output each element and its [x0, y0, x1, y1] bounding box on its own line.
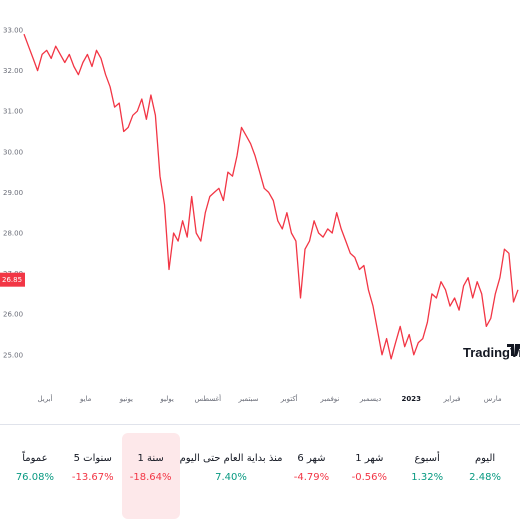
period-change-value: -13.67% [71, 472, 114, 483]
period-label: منذ بداية العام حتى اليوم [179, 453, 283, 464]
period-change-value: -4.79% [293, 472, 330, 483]
period-label: 1 شهر [355, 453, 384, 464]
period-label: عموماً [22, 453, 48, 464]
last-price-label: 26.85 [0, 272, 25, 287]
x-tick-label: ديسمبر [359, 395, 381, 403]
y-tick-label: 28.00 [3, 230, 23, 238]
x-tick-label: سبتمبر [237, 395, 258, 403]
y-tick-label: 31.00 [3, 108, 23, 116]
last-price-text: 26.85 [2, 276, 22, 284]
period-label: 6 شهر [297, 453, 326, 464]
period-0[interactable]: اليوم 2.48% [456, 433, 514, 519]
period-change-value: 7.40% [215, 472, 247, 483]
tradingview-logo-icon [507, 344, 520, 356]
x-tick-label: أبريل [37, 394, 52, 403]
period-6[interactable]: 5 سنوات -13.67% [64, 433, 122, 519]
y-tick-label: 25.00 [3, 351, 23, 359]
period-label: اليوم [474, 453, 496, 464]
period-label: 5 سنوات [73, 453, 112, 464]
x-tick-label: مارس [484, 395, 502, 403]
x-tick-label: يوليو [159, 395, 173, 403]
y-tick-label: 29.00 [3, 189, 23, 197]
y-tick-label: 33.00 [3, 27, 23, 35]
price-line [23, 33, 519, 360]
period-7[interactable]: عموماً 76.08% [6, 433, 64, 519]
price-chart[interactable]: 33.0032.0031.0030.0029.0028.0027.0026.00… [0, 0, 520, 410]
x-axis: أبريل مايو يونيو يوليو أغسطس سبتمبر أكتوبر نوفم… [37, 394, 501, 403]
period-3[interactable]: 6 شهر -4.79% [283, 433, 341, 519]
tradingview-logo-text: TradingView [463, 345, 520, 360]
x-tick-label: نوفمبر [319, 395, 339, 403]
period-2[interactable]: 1 شهر -0.56% [340, 433, 398, 519]
period-4[interactable]: منذ بداية العام حتى اليوم 7.40% [180, 433, 283, 519]
period-label: 1 سنة [137, 453, 164, 464]
period-5[interactable]: 1 سنة -18.64% [121, 433, 180, 519]
x-tick-label: مايو [79, 395, 92, 403]
period-change-value: -0.56% [351, 472, 387, 483]
x-tick-label: أكتوبر [280, 394, 298, 403]
x-tick-label: أغسطس [195, 394, 222, 403]
performance-periods: اليوم 2.48% أسبوع 1.32% 1 شهر -0.56% 6 شهر -4.7… [0, 424, 520, 520]
y-tick-label: 30.00 [3, 148, 23, 156]
y-tick-label: 32.00 [3, 67, 23, 75]
y-axis: 33.0032.0031.0030.0029.0028.0027.0026.00… [3, 27, 23, 360]
period-change-value: -18.64% [129, 472, 172, 483]
period-change-value: 1.32% [411, 472, 444, 483]
period-1[interactable]: أسبوع 1.32% [398, 433, 456, 519]
y-tick-label: 26.00 [3, 311, 23, 319]
period-change-value: 76.08% [15, 472, 54, 483]
x-tick-label: فبراير [442, 395, 460, 403]
tradingview-logo[interactable]: TradingView [463, 344, 520, 360]
period-label: أسبوع [414, 453, 440, 464]
period-change-value: 2.48% [469, 472, 501, 483]
x-tick-label: يونيو [119, 395, 133, 403]
x-tick-label: 2023 [402, 395, 422, 403]
